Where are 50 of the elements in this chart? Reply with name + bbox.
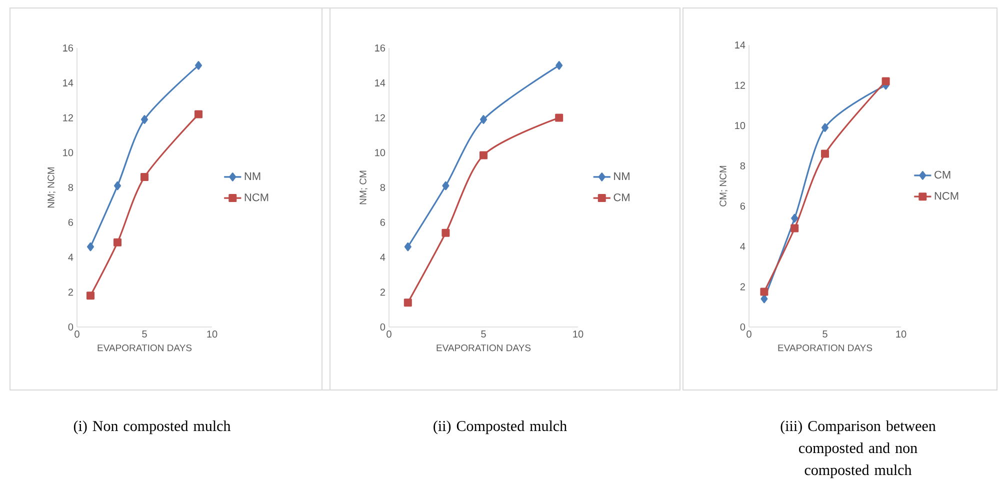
- y-tick-label: 12: [735, 82, 745, 89]
- legend-label: NCM: [934, 192, 958, 200]
- y-tick-label: 16: [63, 44, 74, 52]
- y-tick-label: 8: [68, 184, 74, 192]
- x-axis-title: EVAPORATION DAYS: [778, 344, 872, 352]
- x-axis-title: EVAPORATION DAYS: [98, 344, 192, 352]
- y-tick-label: 8: [380, 184, 386, 192]
- x-tick-label: 10: [896, 330, 906, 338]
- y-tick-label: 10: [375, 149, 386, 156]
- x-tick-label: 0: [386, 330, 392, 338]
- y-tick-label: 12: [375, 114, 385, 122]
- y-axis-title: NM; CM: [360, 170, 368, 204]
- y-tick-label: 14: [735, 42, 746, 48]
- x-tick-label: 5: [481, 330, 486, 338]
- y-tick-label: 6: [68, 218, 74, 226]
- legend-label: CM: [934, 170, 950, 179]
- y-tick-label: 2: [380, 288, 385, 296]
- y-tick-label: 0: [740, 323, 746, 331]
- y-tick-label: 10: [63, 149, 74, 156]
- y-tick-label: 0: [68, 323, 74, 331]
- y-tick-label: 2: [740, 283, 745, 290]
- x-axis-title: EVAPORATION DAYS: [436, 344, 531, 352]
- y-tick-label: 4: [68, 254, 74, 261]
- x-tick-label: 0: [74, 330, 80, 338]
- y-tick-label: 0: [380, 323, 386, 331]
- y-tick-label: 4: [380, 254, 386, 261]
- x-tick-label: 5: [822, 330, 828, 338]
- x-tick-label: 0: [746, 330, 752, 338]
- y-tick-label: 6: [740, 202, 746, 210]
- legend-label: NM: [614, 172, 630, 180]
- legend-label: CM: [614, 193, 630, 202]
- legend-label: NCM: [244, 193, 268, 202]
- text: (i) Non composted mulch: [74, 420, 231, 434]
- y-tick-label: 2: [68, 288, 73, 296]
- text: (ii) Composted mulch: [434, 420, 567, 434]
- x-tick-label: 10: [207, 330, 218, 338]
- text: (iii) Comparison between composted and non composted mulch: [780, 420, 936, 478]
- y-tick-label: 8: [740, 162, 746, 170]
- y-tick-label: 14: [375, 79, 386, 86]
- y-tick-label: 16: [375, 44, 386, 52]
- y-tick-label: 10: [735, 122, 746, 130]
- y-axis-title: NM; NCM: [48, 167, 56, 208]
- x-tick-label: 10: [573, 330, 584, 338]
- x-tick-label: 5: [142, 330, 147, 338]
- y-axis-title: CM; NCM: [720, 166, 728, 206]
- y-tick-label: 6: [380, 218, 386, 226]
- y-tick-label: 14: [63, 79, 74, 86]
- y-tick-label: 12: [63, 114, 73, 122]
- y-tick-label: 4: [740, 242, 746, 250]
- legend-label: NM: [244, 172, 260, 180]
